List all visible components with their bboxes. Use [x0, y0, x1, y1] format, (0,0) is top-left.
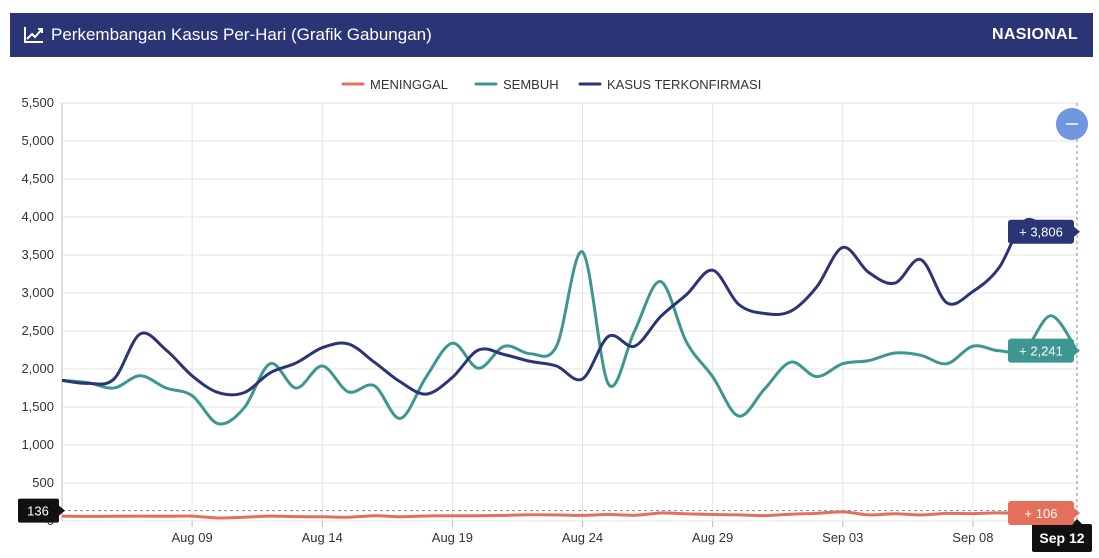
y-tick-label: 5,000 [21, 133, 54, 148]
value-badge-pointer [1074, 226, 1080, 237]
value-badge-box [1008, 500, 1074, 525]
y-tick-label: 4,000 [21, 209, 54, 224]
value-badge-text: + 2,241 [1019, 344, 1063, 359]
value-badge-text: + 106 [1025, 506, 1058, 521]
legend-item-meninggal[interactable]: MENINGGAL [341, 77, 448, 92]
y-axis: 05001,0001,5002,0002,5003,0003,5004,0004… [21, 95, 54, 528]
value-badge-sembuh: + 2,241 [1008, 338, 1080, 363]
page-title: Perkembangan Kasus Per-Hari (Grafik Gabu… [51, 25, 432, 44]
value-badge-box [1008, 219, 1074, 244]
series-line-kasus-terkonfirmasi[interactable] [61, 217, 1078, 397]
value-badge-pointer [1074, 345, 1080, 356]
legend-label: MENINGGAL [370, 77, 448, 92]
x-tick-label: Aug 29 [692, 530, 733, 545]
crosshair-date-label-pointer [1072, 519, 1082, 524]
y-tick-label: 1,500 [21, 399, 54, 414]
crosshair-date-label-box [1032, 524, 1092, 552]
header-title-wrap: Perkembangan Kasus Per-Hari (Grafik Gabu… [24, 25, 432, 45]
value-badge-text: + 3,806 [1019, 225, 1063, 240]
zoom-out-button[interactable] [1056, 108, 1088, 140]
y-tick-label: 3,500 [21, 247, 54, 262]
y-tick-label: 1,000 [21, 437, 54, 452]
y-tick-label: 4,500 [21, 171, 54, 186]
value-badge-box [1008, 338, 1074, 363]
y-tick-label: 3,000 [21, 285, 54, 300]
series-line-meninggal[interactable] [61, 510, 1078, 520]
series-lines[interactable] [61, 217, 1079, 520]
legend[interactable]: MENINGGAL SEMBUH KASUS TERKONFIRMASI [341, 77, 761, 92]
y-tick-label: 500 [32, 475, 54, 490]
x-tick-label: Aug 19 [432, 530, 473, 545]
crosshair-y-label: 136 [27, 504, 49, 519]
y-tick-label: 2,000 [21, 361, 54, 376]
value-badge-meninggal: + 106 [1008, 500, 1080, 525]
x-tick-label: Sep 08 [952, 530, 993, 545]
crosshair: 136 Sep 12 + 3,806 + 2,241 + 106 [18, 103, 1092, 552]
crosshair-y-label-pointer [59, 505, 65, 516]
y-tick-label: 5,500 [21, 95, 54, 110]
value-badge-kasus-terkonfirmasi: + 3,806 [1008, 219, 1080, 244]
x-tick-label: Aug 24 [562, 530, 603, 545]
chart-header: Perkembangan Kasus Per-Hari (Grafik Gabu… [10, 13, 1093, 57]
legend-item-sembuh[interactable]: SEMBUH [474, 77, 559, 92]
legend-label: KASUS TERKONFIRMASI [607, 77, 761, 92]
x-tick-label: Aug 09 [172, 530, 213, 545]
crosshair-y-label-box [18, 498, 59, 523]
value-badge-pointer [1074, 507, 1080, 518]
scope-label: NASIONAL [992, 26, 1078, 43]
grid-lines [61, 102, 1077, 522]
legend-label: SEMBUH [503, 77, 559, 92]
line-chart-icon [24, 27, 43, 43]
legend-item-kasus-terkonfirmasi[interactable]: KASUS TERKONFIRMASI [578, 77, 761, 92]
x-axis: Aug 09 Aug 14 Aug 19 Aug 24 Aug 29 Sep 03 Sep … [172, 521, 993, 545]
crosshair-date-label: Sep 12 [1039, 530, 1084, 546]
y-tick-label: 2,500 [21, 323, 54, 338]
x-tick-label: Aug 14 [302, 530, 343, 545]
series-line-sembuh[interactable] [61, 250, 1079, 426]
x-tick-label: Sep 03 [822, 530, 863, 545]
